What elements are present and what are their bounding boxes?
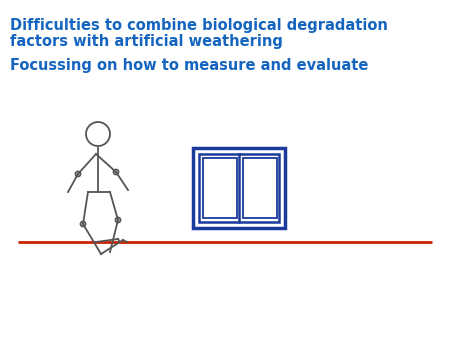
Text: Focussing on how to measure and evaluate: Focussing on how to measure and evaluate [10, 58, 369, 73]
Bar [199, 154, 279, 222]
Text: Difficulties to combine biological degradation: Difficulties to combine biological degra… [10, 18, 388, 33]
Bar [193, 148, 285, 228]
Text: factors with artificial weathering: factors with artificial weathering [10, 34, 283, 49]
Bar [203, 158, 237, 218]
Bar [243, 158, 277, 218]
